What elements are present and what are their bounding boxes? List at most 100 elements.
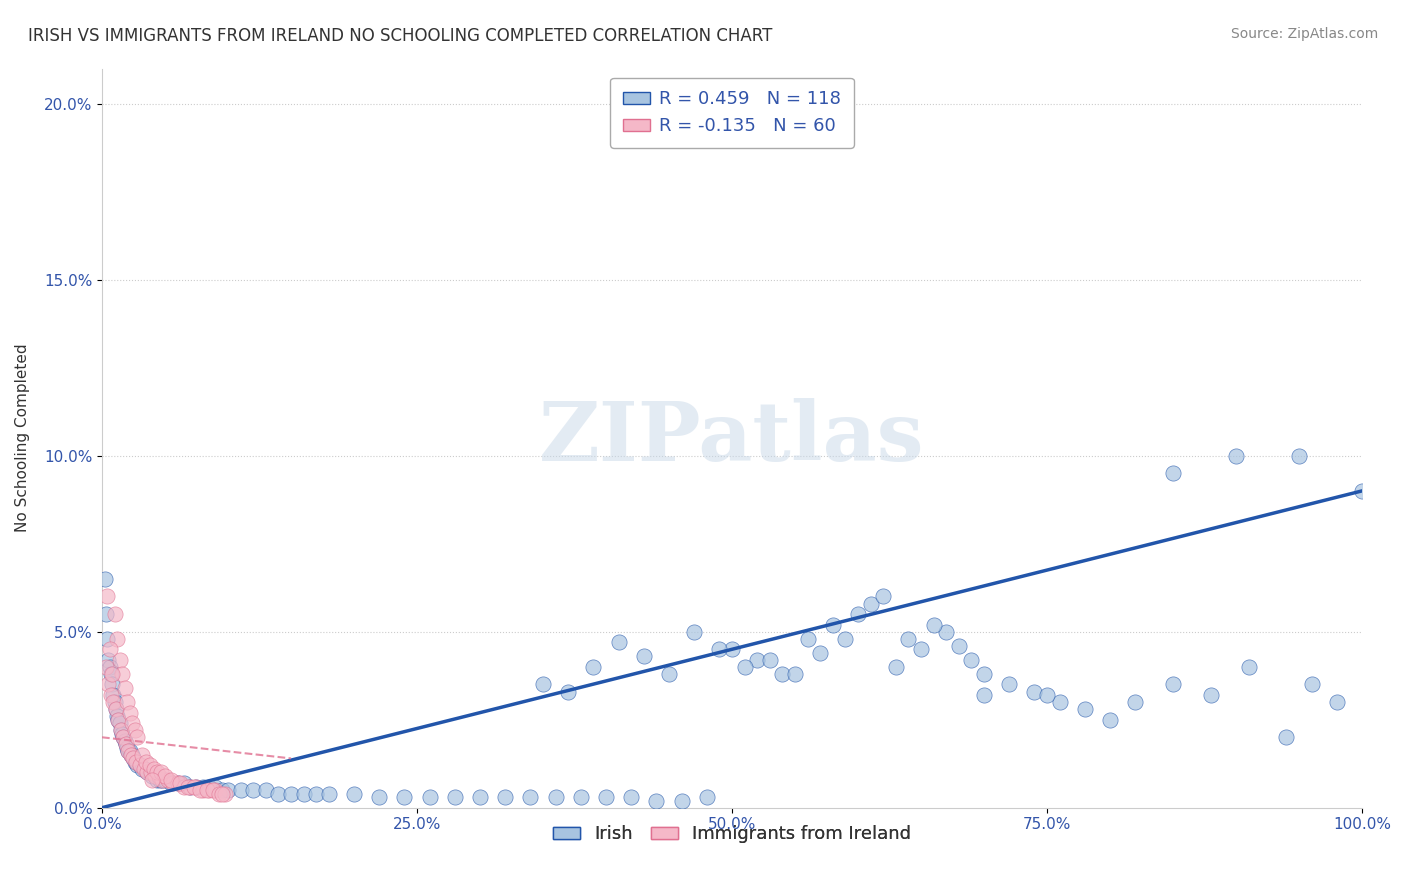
Point [973, 667, 995, 681]
Point [217, 783, 239, 797]
Point [160, 776, 183, 790]
Point [696, 790, 718, 805]
Point [121, 716, 143, 731]
Point [101, 677, 124, 691]
Point [645, 794, 668, 808]
Point [658, 667, 681, 681]
Point [343, 787, 366, 801]
Point [94, 660, 117, 674]
Point [557, 684, 579, 698]
Point [135, 755, 157, 769]
Point [1036, 688, 1059, 702]
Point [1275, 731, 1298, 745]
Point [103, 688, 125, 702]
Point [935, 624, 957, 639]
Point [859, 597, 882, 611]
Point [1288, 449, 1310, 463]
Point [136, 765, 159, 780]
Point [1301, 677, 1323, 691]
Point [1098, 713, 1121, 727]
Point [153, 772, 176, 787]
Point [494, 790, 516, 805]
Point [1225, 449, 1247, 463]
Point [544, 790, 567, 805]
Point [201, 783, 224, 797]
Point [884, 660, 907, 674]
Point [103, 695, 125, 709]
Point [142, 762, 165, 776]
Point [922, 617, 945, 632]
Point [100, 667, 122, 681]
Point [128, 758, 150, 772]
Point [120, 747, 142, 762]
Point [127, 731, 149, 745]
Point [770, 667, 793, 681]
Point [846, 607, 869, 621]
Point [105, 709, 128, 723]
Point [191, 780, 214, 794]
Point [531, 677, 554, 691]
Point [280, 787, 302, 801]
Point [443, 790, 465, 805]
Point [131, 747, 153, 762]
Point [103, 607, 125, 621]
Point [1074, 702, 1097, 716]
Point [897, 632, 920, 646]
Point [110, 723, 132, 738]
Point [1326, 695, 1348, 709]
Point [229, 783, 252, 797]
Point [254, 783, 277, 797]
Point [183, 780, 205, 794]
Point [318, 787, 340, 801]
Point [783, 667, 806, 681]
Point [111, 727, 134, 741]
Point [759, 653, 782, 667]
Point [305, 787, 328, 801]
Point [149, 772, 172, 787]
Point [998, 677, 1021, 691]
Point [100, 688, 122, 702]
Point [110, 723, 132, 738]
Point [368, 790, 391, 805]
Point [96, 590, 118, 604]
Point [136, 765, 159, 780]
Point [107, 713, 129, 727]
Point [948, 639, 970, 653]
Point [211, 783, 233, 797]
Point [121, 747, 143, 762]
Point [139, 765, 162, 780]
Point [910, 642, 932, 657]
Point [582, 660, 605, 674]
Point [267, 787, 290, 801]
Point [569, 790, 592, 805]
Point [141, 769, 163, 783]
Point [98, 660, 121, 674]
Point [111, 667, 134, 681]
Point [872, 590, 894, 604]
Point [204, 783, 226, 797]
Point [191, 783, 214, 797]
Point [208, 787, 231, 801]
Point [97, 653, 120, 667]
Point [519, 790, 541, 805]
Point [117, 744, 139, 758]
Text: ZIPatlas: ZIPatlas [540, 398, 925, 478]
Y-axis label: No Schooling Completed: No Schooling Completed [15, 343, 30, 533]
Point [107, 713, 129, 727]
Point [131, 762, 153, 776]
Point [97, 677, 120, 691]
Point [468, 790, 491, 805]
Point [112, 731, 135, 745]
Point [118, 706, 141, 720]
Point [796, 632, 818, 646]
Point [394, 790, 416, 805]
Point [1237, 660, 1260, 674]
Point [143, 769, 166, 783]
Point [242, 783, 264, 797]
Point [1199, 688, 1222, 702]
Point [96, 632, 118, 646]
Point [98, 642, 121, 657]
Point [146, 772, 169, 787]
Point [595, 790, 617, 805]
Point [115, 695, 138, 709]
